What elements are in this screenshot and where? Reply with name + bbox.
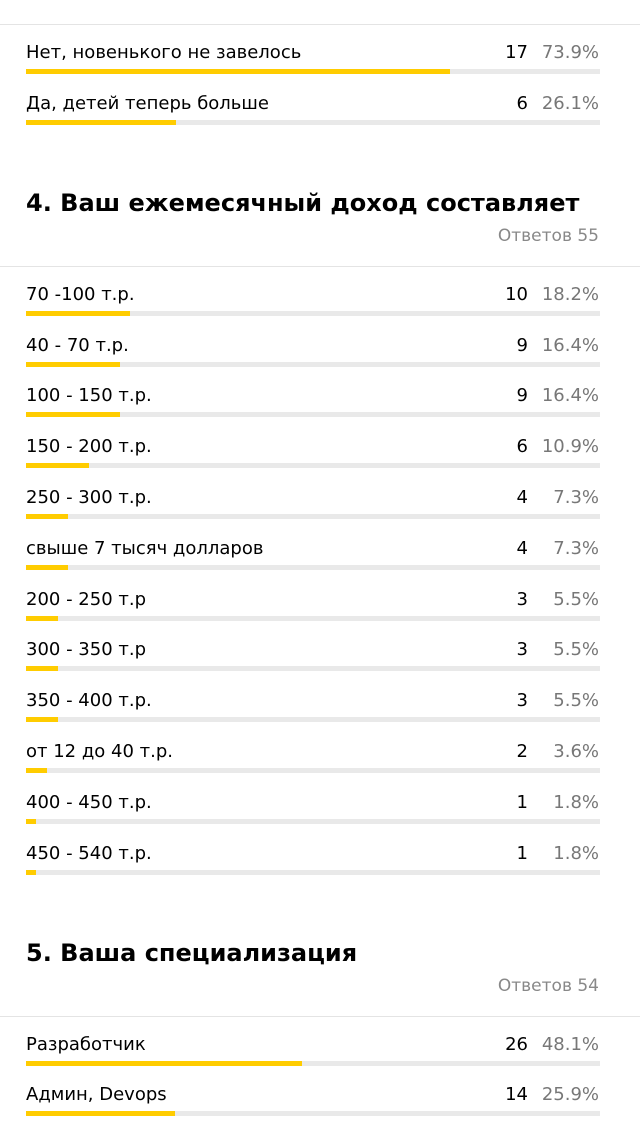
bar-track [26,361,600,367]
responses-count: Ответов 55 [497,225,599,246]
option-label: 150 - 200 т.р. [26,436,152,458]
percent-bar [26,463,89,469]
option-percent: 3.6% [553,741,599,762]
option-count: 26 [505,1033,528,1055]
option-count: 1 [516,791,528,813]
option-label: 100 - 150 т.р. [26,385,152,407]
option-percent: 16.4% [541,385,599,407]
option-percent: 7.3% [553,537,599,559]
bar-track [26,310,600,316]
option-count: 6 [516,92,528,114]
separator [0,1015,640,1017]
option-percent: 1.8% [553,791,599,813]
bar-track [26,564,600,570]
option-label: 250 - 300 т.р. [26,487,152,508]
bar-track [26,818,600,824]
option-label: Да, детей теперь больше [26,92,269,114]
percent-bar [26,717,58,723]
option-percent: 18.2% [541,283,599,305]
option-percent: 16.4% [541,334,599,356]
option-percent: 7.3% [553,487,599,508]
option-percent: 48.1% [541,1033,599,1055]
option-label: 450 - 540 т.р. [26,842,152,864]
option-label: 200 - 250 т.р [26,588,147,610]
percent-bar [26,412,121,418]
option-count: 1 [516,842,528,864]
bar-track [26,514,600,519]
responses-count: Ответов 54 [497,975,599,996]
option-count: 17 [505,42,528,63]
bar-track [26,717,600,723]
option-label: 70 -100 т.р. [26,283,135,305]
bar-track [26,1111,600,1117]
option-percent: 26.1% [541,92,599,114]
option-count: 4 [516,537,528,559]
bar-track [26,119,600,125]
bar-track [26,463,600,469]
option-count: 3 [516,588,528,610]
option-count: 9 [516,385,528,407]
percent-bar [26,310,131,316]
percent-bar [26,119,176,125]
percent-bar [26,615,58,621]
option-label: Нет, новенького не завелось [26,42,302,63]
percent-bar [26,1060,303,1066]
percent-bar [26,869,37,875]
option-count: 9 [516,334,528,356]
bar-track [26,869,600,875]
option-count: 3 [516,690,528,712]
option-percent: 5.5% [553,639,599,661]
bar-track [26,412,600,418]
option-label: свыше 7 тысяч долларов [26,537,264,559]
option-percent: 1.8% [553,842,599,864]
percent-bar [26,514,68,519]
option-label: от 12 до 40 т.р. [26,741,174,762]
percent-bar [26,768,47,773]
option-label: Админ, Devops [26,1084,167,1106]
option-percent: 5.5% [553,588,599,610]
option-count: 4 [516,487,528,508]
separator [0,265,640,267]
section-title: 4. Ваш ежемесячный доход составляет [26,188,580,217]
separator [0,24,640,25]
option-count: 14 [505,1084,528,1106]
section-title: 5. Ваша специализация [26,938,358,967]
percent-bar [26,666,58,672]
option-count: 2 [516,741,528,762]
percent-bar [26,69,451,74]
option-percent: 5.5% [553,690,599,712]
option-count: 6 [516,436,528,458]
percent-bar [26,564,68,570]
responses-count: Ответов 23 [498,0,599,6]
bar-track [26,666,600,672]
bar-track [26,1060,600,1066]
bar-track [26,615,600,621]
option-label: 300 - 350 т.р [26,639,147,661]
option-label: 400 - 450 т.р. [26,791,152,813]
option-count: 3 [516,639,528,661]
bar-track [26,768,600,773]
percent-bar [26,1111,175,1117]
percent-bar [26,361,121,367]
percent-bar [26,818,37,824]
option-label: 40 - 70 т.р. [26,334,129,356]
option-count: 10 [505,283,528,305]
option-percent: 25.9% [541,1084,599,1106]
option-percent: 10.9% [541,436,599,458]
option-label: Разработчик [26,1033,146,1055]
option-label: 350 - 400 т.р. [26,690,152,712]
option-percent: 73.9% [541,42,599,63]
